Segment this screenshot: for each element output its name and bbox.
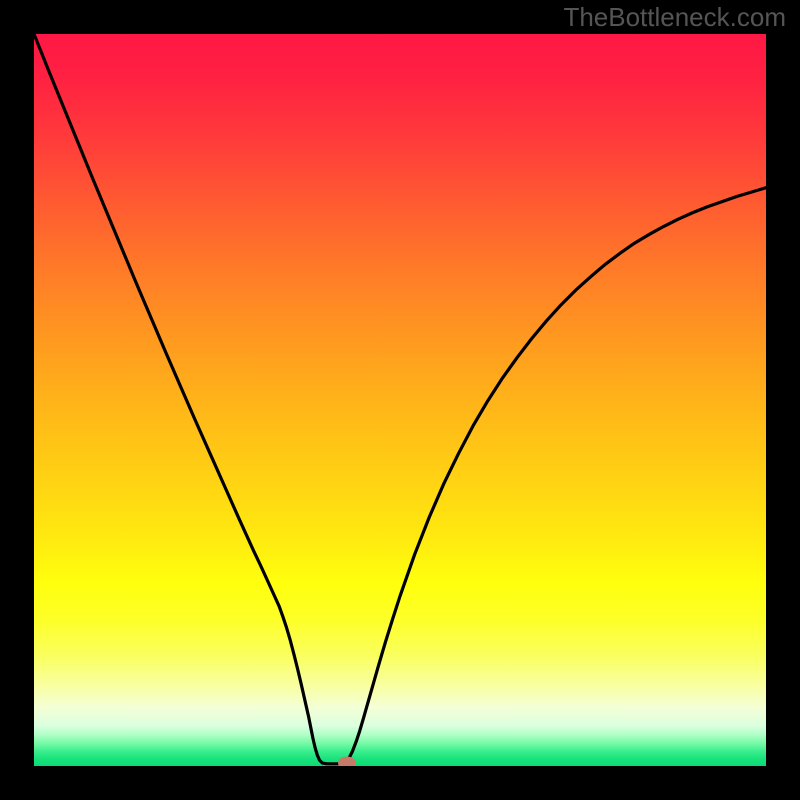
- watermark-text: TheBottleneck.com: [563, 2, 786, 33]
- chart-container: TheBottleneck.com: [0, 0, 800, 800]
- plot-frame: [34, 34, 766, 766]
